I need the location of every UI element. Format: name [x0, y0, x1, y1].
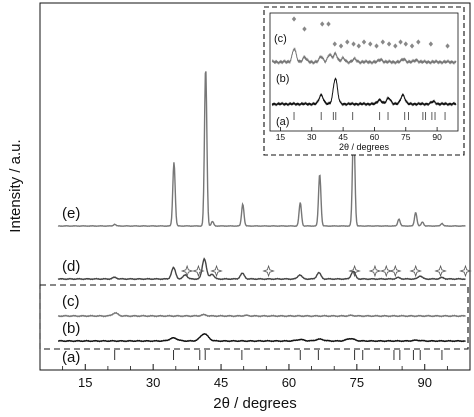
main-plot-frame [39, 2, 471, 371]
series-trace [58, 333, 466, 343]
diamond-marker [351, 41, 356, 47]
diamond-marker [338, 43, 344, 49]
inset-x-tick-label: 45 [338, 132, 348, 142]
diamond-marker [368, 41, 373, 47]
inset-x-tick-label: 30 [307, 132, 317, 142]
diamond-marker [409, 43, 415, 49]
trace-label-d: (d) [62, 258, 80, 275]
inset-box [263, 6, 465, 156]
diamond-marker [374, 43, 379, 49]
star-marker [262, 264, 275, 278]
inset-trace-label-c: (c) [274, 33, 287, 45]
diamond-marker [291, 16, 297, 22]
diamond-marker [403, 41, 408, 47]
x-axis-ticks: 15 30 45 60 75 90 [62, 364, 471, 390]
inset-x-tick-label: 90 [432, 132, 442, 142]
x-tick-label: 30 [146, 375, 160, 390]
y-axis-title: Intensity / a.u. [7, 139, 24, 232]
diamond-marker [361, 39, 367, 45]
inset-reference-pattern-a [293, 112, 446, 120]
trace-label-e: (e) [62, 205, 80, 222]
inset-series-trace [271, 77, 457, 107]
series-trace [57, 71, 466, 228]
main-series-group [57, 71, 466, 343]
star-marker [409, 264, 422, 278]
star-marker [348, 264, 361, 278]
x-tick-label: 45 [214, 375, 228, 390]
diamond-marker [416, 39, 421, 45]
inset-x-axis-ticks: 15 30 45 60 75 90 [276, 127, 442, 142]
inset-x-tick-label: 75 [401, 132, 411, 142]
diamond-marker [445, 43, 450, 49]
trace-label-a: (a) [62, 349, 80, 366]
x-tick-label: 60 [282, 375, 296, 390]
series-trace [57, 311, 466, 318]
reference-pattern-a [114, 350, 443, 360]
inset-x-tick-label: 60 [370, 132, 380, 142]
inset-series-group [271, 47, 457, 107]
diamond-marker [428, 41, 434, 47]
diamond-marker [302, 26, 307, 32]
x-tick-label: 15 [78, 375, 92, 390]
inset-plot-frame [269, 12, 459, 132]
star-marker [459, 264, 472, 278]
diamond-marker [320, 21, 325, 27]
inset-trace-label-b: (b) [276, 73, 289, 85]
star-markers [180, 264, 472, 278]
star-marker [379, 264, 393, 278]
diamond-marker [356, 43, 361, 49]
diamond-marker [386, 41, 392, 47]
x-tick-label: 75 [350, 375, 364, 390]
trace-label-b: (b) [62, 320, 80, 337]
x-tick-label: 90 [418, 375, 432, 390]
diamond-marker [345, 39, 350, 45]
inset-diamond-markers [291, 16, 450, 49]
star-marker [389, 264, 402, 278]
series-trace [57, 257, 466, 281]
x-axis-title: 2θ / degrees [213, 395, 296, 412]
star-marker [210, 264, 223, 278]
highlight-box [39, 284, 469, 350]
inset-x-axis-title: 2θ / degrees [339, 142, 390, 152]
trace-label-c: (c) [62, 293, 80, 310]
star-marker [192, 264, 205, 278]
diamond-marker [380, 39, 385, 45]
inset-series-trace [271, 47, 457, 66]
inset-trace-label-a: (a) [276, 116, 289, 128]
diamond-marker [393, 43, 398, 49]
star-marker [434, 264, 447, 278]
star-marker [180, 264, 194, 278]
diamond-marker [326, 21, 331, 27]
star-marker [368, 264, 382, 278]
inset-x-tick-label: 15 [276, 132, 286, 142]
diamond-marker [332, 41, 337, 47]
diamond-marker [398, 39, 403, 45]
